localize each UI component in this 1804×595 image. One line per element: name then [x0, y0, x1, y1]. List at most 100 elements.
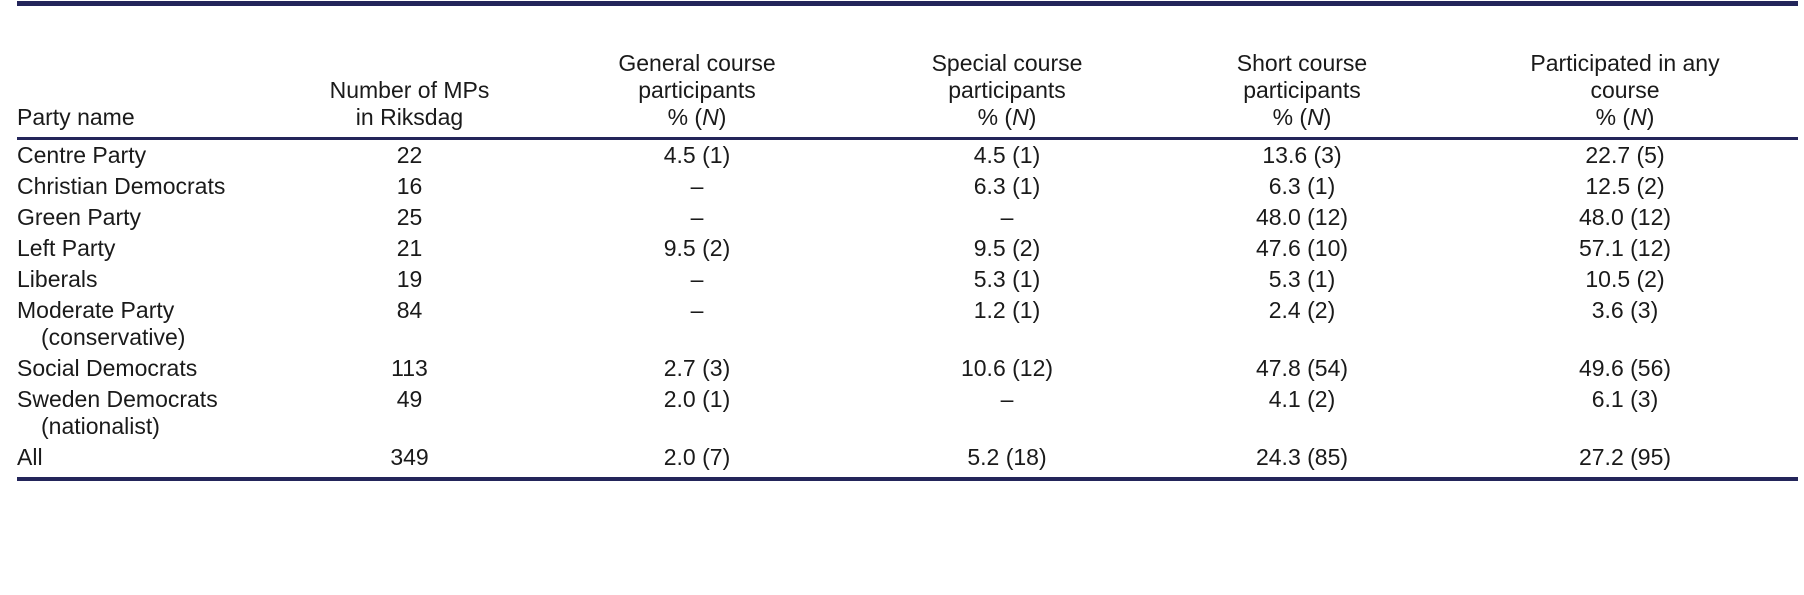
table-row: Green Party 25 – – 48.0 (12) 48.0 (12): [17, 202, 1798, 233]
table-row: All 349 2.0 (7) 5.2 (18) 24.3 (85) 27.2 (95): [17, 442, 1798, 477]
cell-general: 2.7 (3): [663, 355, 731, 381]
party-name-text: Left Party: [17, 235, 116, 261]
cell-party-name: Green Party: [17, 202, 287, 233]
cell-mps: 25: [396, 204, 423, 230]
cell-short: 24.3 (85): [1255, 444, 1349, 470]
cell-short: 4.1 (2): [1268, 386, 1336, 412]
header-short-line1: Short course: [1236, 50, 1368, 76]
party-name-text: Green Party: [17, 204, 141, 230]
cell-any: 49.6 (56): [1578, 355, 1672, 381]
cell-any: 6.1 (3): [1591, 386, 1659, 412]
party-name-qualifier: (conservative): [41, 324, 186, 350]
header-general-course: General course participants % (N): [532, 6, 862, 137]
party-name-text: Moderate Party: [17, 297, 175, 323]
cell-any: 57.1 (12): [1578, 235, 1672, 261]
cell-any: 12.5 (2): [1585, 173, 1665, 199]
cell-any: 10.5 (2): [1585, 266, 1665, 292]
cell-any: 27.2 (95): [1578, 444, 1672, 470]
cell-party-name: Sweden Democrats (nationalist): [17, 384, 287, 442]
header-party-name: Party name: [17, 6, 287, 137]
table-header-rule: [17, 137, 1798, 140]
table-bottom-rule: [17, 477, 1798, 481]
header-special-line1: Special course: [931, 50, 1083, 76]
cell-mps: 349: [390, 444, 429, 470]
cell-general: 2.0 (1): [663, 386, 731, 412]
cell-general: –: [690, 266, 704, 292]
header-short-unit: % (N): [1272, 104, 1332, 130]
header-mps-line1: Number of MPs: [329, 77, 490, 103]
header-general-unit: % (N): [667, 104, 727, 130]
cell-special: 10.6 (12): [960, 355, 1054, 381]
cell-party-name: Social Democrats: [17, 353, 287, 384]
cell-party-name: Liberals: [17, 264, 287, 295]
cell-mps: 84: [396, 297, 423, 323]
cell-any: 3.6 (3): [1591, 297, 1659, 323]
header-general-line2: participants: [638, 77, 756, 103]
cell-general: –: [690, 204, 704, 230]
cell-party-name: Centre Party: [17, 140, 287, 171]
party-name-text: Social Democrats: [17, 355, 198, 381]
cell-general: –: [690, 173, 704, 199]
table-row: Christian Democrats 16 – 6.3 (1) 6.3 (1) 12.5…: [17, 171, 1798, 202]
party-name-text: Christian Democrats: [17, 173, 226, 199]
header-short-course: Short course participants % (N): [1152, 6, 1452, 137]
cell-short: 2.4 (2): [1268, 297, 1336, 323]
header-number-of-mps: Number of MPs in Riksdag: [287, 6, 532, 137]
cell-special: 6.3 (1): [973, 173, 1041, 199]
header-any-unit: % (N): [1595, 104, 1655, 130]
mp-course-participation-table: Party name Number of MPs in Riksdag Gene…: [17, 6, 1798, 137]
mp-course-participation-table-body: Centre Party 22 4.5 (1) 4.5 (1) 13.6 (3) 22.7…: [17, 140, 1798, 477]
table-body: Centre Party 22 4.5 (1) 4.5 (1) 13.6 (3) 22.7…: [17, 140, 1798, 477]
header-general-line1: General course: [618, 50, 776, 76]
cell-special: 5.3 (1): [973, 266, 1041, 292]
cell-special: 4.5 (1): [973, 142, 1041, 168]
header-any-line2: course: [1590, 77, 1660, 103]
cell-any: 48.0 (12): [1578, 204, 1672, 230]
cell-short: 13.6 (3): [1262, 142, 1342, 168]
header-party-name-text: Party name: [17, 104, 135, 130]
party-name-qualifier: (nationalist): [41, 413, 160, 439]
table-row: Centre Party 22 4.5 (1) 4.5 (1) 13.6 (3) 22.7…: [17, 140, 1798, 171]
header-any-line1: Participated in any: [1530, 50, 1720, 76]
cell-party-name: Moderate Party (conservative): [17, 295, 287, 353]
party-name-text: Liberals: [17, 266, 98, 292]
cell-special: 5.2 (18): [967, 444, 1047, 470]
header-mps-line2: in Riksdag: [355, 104, 464, 130]
table-row: Left Party 21 9.5 (2) 9.5 (2) 47.6 (10) 57.1 …: [17, 233, 1798, 264]
cell-short: 47.8 (54): [1255, 355, 1349, 381]
cell-general: 4.5 (1): [663, 142, 731, 168]
header-any-course: Participated in any course % (N): [1452, 6, 1798, 137]
table-row: Moderate Party (conservative) 84 – 1.2 (1) 2.…: [17, 295, 1798, 353]
table-top-rule: [17, 1, 1798, 6]
party-name-text: All: [17, 444, 43, 470]
cell-short: 5.3 (1): [1268, 266, 1336, 292]
cell-party-name: All: [17, 442, 287, 477]
cell-special: 1.2 (1): [973, 297, 1041, 323]
cell-mps: 21: [396, 235, 423, 261]
header-short-line2: participants: [1243, 77, 1361, 103]
cell-short: 48.0 (12): [1255, 204, 1349, 230]
header-row: Party name Number of MPs in Riksdag Gene…: [17, 6, 1798, 137]
cell-mps: 113: [391, 355, 428, 381]
cell-short: 6.3 (1): [1268, 173, 1336, 199]
mp-course-participation-table-container: Party name Number of MPs in Riksdag Gene…: [17, 0, 1798, 481]
cell-special: –: [1000, 204, 1014, 230]
header-special-line2: participants: [948, 77, 1066, 103]
cell-short: 47.6 (10): [1255, 235, 1349, 261]
cell-special: 9.5 (2): [973, 235, 1041, 261]
table-row: Social Democrats 113 2.7 (3) 10.6 (12) 47.8 …: [17, 353, 1798, 384]
party-name-text: Centre Party: [17, 142, 147, 168]
cell-mps: 16: [396, 173, 423, 199]
cell-party-name: Left Party: [17, 233, 287, 264]
header-special-unit: % (N): [977, 104, 1037, 130]
cell-mps: 22: [396, 142, 423, 168]
cell-general: –: [690, 297, 704, 323]
cell-mps: 19: [396, 266, 423, 292]
table-header: Party name Number of MPs in Riksdag Gene…: [17, 6, 1798, 137]
table-row: Liberals 19 – 5.3 (1) 5.3 (1) 10.5 (2): [17, 264, 1798, 295]
cell-special: –: [1000, 386, 1014, 412]
cell-mps: 49: [396, 386, 423, 412]
cell-general: 2.0 (7): [663, 444, 731, 470]
cell-party-name: Christian Democrats: [17, 171, 287, 202]
cell-any: 22.7 (5): [1585, 142, 1665, 168]
